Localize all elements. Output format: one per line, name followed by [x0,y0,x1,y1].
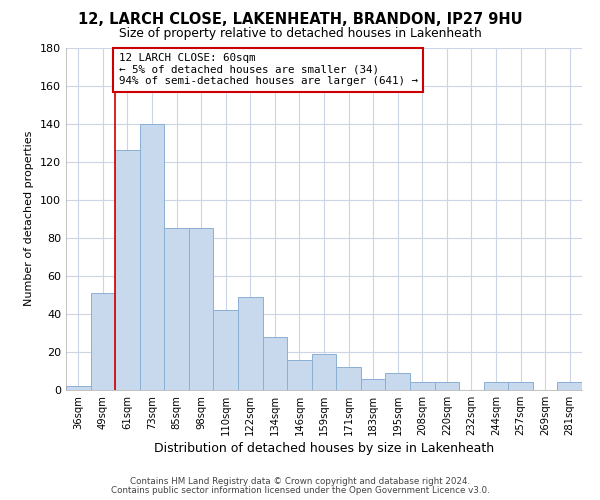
Bar [410,382,434,390]
Text: Size of property relative to detached houses in Lakenheath: Size of property relative to detached ho… [119,28,481,40]
Text: 12 LARCH CLOSE: 60sqm
← 5% of detached houses are smaller (34)
94% of semi-detac: 12 LARCH CLOSE: 60sqm ← 5% of detached h… [119,53,418,86]
Bar [164,228,189,390]
Bar [361,378,385,390]
Bar [189,228,214,390]
Text: Contains public sector information licensed under the Open Government Licence v3: Contains public sector information licen… [110,486,490,495]
Bar [238,297,263,390]
Text: 12, LARCH CLOSE, LAKENHEATH, BRANDON, IP27 9HU: 12, LARCH CLOSE, LAKENHEATH, BRANDON, IP… [77,12,523,28]
Bar [336,367,361,390]
Bar [434,382,459,390]
Bar [312,354,336,390]
Y-axis label: Number of detached properties: Number of detached properties [25,131,34,306]
X-axis label: Distribution of detached houses by size in Lakenheath: Distribution of detached houses by size … [154,442,494,455]
Bar [91,293,115,390]
Bar [484,382,508,390]
Bar [66,386,91,390]
Bar [508,382,533,390]
Bar [140,124,164,390]
Bar [263,336,287,390]
Bar [557,382,582,390]
Bar [115,150,140,390]
Bar [385,373,410,390]
Bar [214,310,238,390]
Bar [287,360,312,390]
Text: Contains HM Land Registry data © Crown copyright and database right 2024.: Contains HM Land Registry data © Crown c… [130,477,470,486]
